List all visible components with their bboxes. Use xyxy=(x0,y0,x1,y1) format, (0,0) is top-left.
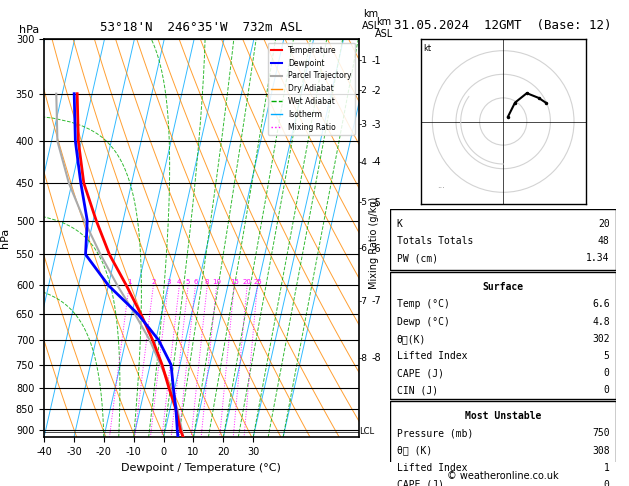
Text: 20: 20 xyxy=(598,219,610,229)
Text: 10: 10 xyxy=(212,279,221,285)
Text: -3: -3 xyxy=(371,120,381,130)
Text: 6: 6 xyxy=(193,279,198,285)
Text: Most Unstable: Most Unstable xyxy=(465,411,542,421)
Text: -4: -4 xyxy=(359,158,367,167)
Text: 1: 1 xyxy=(604,463,610,473)
Text: 302: 302 xyxy=(592,334,610,344)
Text: -6: -6 xyxy=(371,243,381,254)
Text: 308: 308 xyxy=(592,446,610,455)
Text: Pressure (mb): Pressure (mb) xyxy=(397,428,473,438)
Text: 1.34: 1.34 xyxy=(586,254,610,263)
Text: K: K xyxy=(397,219,403,229)
Title: 53°18'N  246°35'W  732m ASL: 53°18'N 246°35'W 732m ASL xyxy=(100,20,303,34)
Text: Totals Totals: Totals Totals xyxy=(397,236,473,246)
Text: -3: -3 xyxy=(359,120,367,129)
Text: © weatheronline.co.uk: © weatheronline.co.uk xyxy=(447,471,559,481)
Text: CAPE (J): CAPE (J) xyxy=(397,480,444,486)
Text: km
ASL: km ASL xyxy=(362,9,381,31)
Text: 0: 0 xyxy=(604,368,610,378)
Text: kt: kt xyxy=(423,44,431,52)
Text: hPa: hPa xyxy=(19,25,39,35)
Text: Lifted Index: Lifted Index xyxy=(397,463,467,473)
Text: 0: 0 xyxy=(604,385,610,396)
Bar xyxy=(390,209,616,270)
Text: -1: -1 xyxy=(359,56,367,65)
Text: 3: 3 xyxy=(166,279,170,285)
Text: -2: -2 xyxy=(359,87,367,95)
Text: -4: -4 xyxy=(371,157,381,168)
Text: -8: -8 xyxy=(371,353,381,363)
Text: LCL: LCL xyxy=(359,427,374,436)
Text: θᴄ(K): θᴄ(K) xyxy=(397,334,426,344)
Text: 4: 4 xyxy=(177,279,182,285)
Text: 25: 25 xyxy=(253,279,262,285)
Legend: Temperature, Dewpoint, Parcel Trajectory, Dry Adiabat, Wet Adiabat, Isotherm, Mi: Temperature, Dewpoint, Parcel Trajectory… xyxy=(267,43,355,135)
Text: 48: 48 xyxy=(598,236,610,246)
Text: ...: ... xyxy=(437,181,445,190)
Text: -7: -7 xyxy=(359,296,367,306)
Text: -6: -6 xyxy=(359,244,367,253)
Text: 4.8: 4.8 xyxy=(592,317,610,327)
Text: Dewp (°C): Dewp (°C) xyxy=(397,317,450,327)
Text: -5: -5 xyxy=(371,198,381,208)
Text: 31.05.2024  12GMT  (Base: 12): 31.05.2024 12GMT (Base: 12) xyxy=(394,19,612,33)
X-axis label: Dewpoint / Temperature (°C): Dewpoint / Temperature (°C) xyxy=(121,463,281,473)
Text: θᴄ (K): θᴄ (K) xyxy=(397,446,432,455)
Text: Temp (°C): Temp (°C) xyxy=(397,299,450,310)
Text: 750: 750 xyxy=(592,428,610,438)
Text: 2: 2 xyxy=(151,279,155,285)
Text: km
ASL: km ASL xyxy=(374,17,393,39)
Text: 5: 5 xyxy=(186,279,191,285)
Text: -8: -8 xyxy=(359,353,367,363)
Bar xyxy=(390,272,616,399)
Text: CAPE (J): CAPE (J) xyxy=(397,368,444,378)
Text: Lifted Index: Lifted Index xyxy=(397,351,467,361)
Text: Mixing Ratio (g/kg): Mixing Ratio (g/kg) xyxy=(369,197,379,289)
Y-axis label: hPa: hPa xyxy=(0,228,10,248)
Bar xyxy=(390,401,616,486)
Text: -5: -5 xyxy=(359,198,367,208)
Text: 0: 0 xyxy=(604,480,610,486)
Text: 8: 8 xyxy=(205,279,209,285)
Text: 1: 1 xyxy=(127,279,131,285)
Text: Surface: Surface xyxy=(482,282,524,292)
Text: -7: -7 xyxy=(371,296,381,306)
Text: 20: 20 xyxy=(243,279,252,285)
Text: 15: 15 xyxy=(230,279,238,285)
Text: -1: -1 xyxy=(371,56,381,66)
Text: -2: -2 xyxy=(371,86,381,96)
Text: 6.6: 6.6 xyxy=(592,299,610,310)
Text: CIN (J): CIN (J) xyxy=(397,385,438,396)
Text: PW (cm): PW (cm) xyxy=(397,254,438,263)
Text: 5: 5 xyxy=(604,351,610,361)
